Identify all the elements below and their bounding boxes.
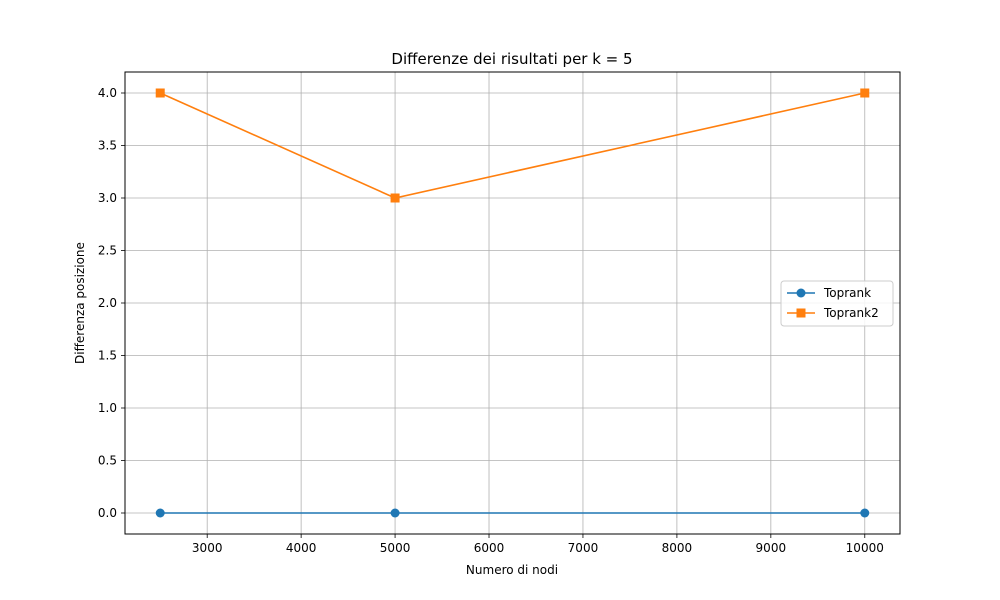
- y-tick-label: 3.0: [98, 191, 117, 205]
- data-point: [390, 508, 400, 518]
- x-tick-label: 4000: [286, 541, 317, 555]
- legend-item: Toprank2: [787, 306, 879, 320]
- y-tick-label: 0.0: [98, 506, 117, 520]
- chart-title: Differenze dei risultati per k = 5: [391, 50, 632, 68]
- x-tick-label: 6000: [474, 541, 505, 555]
- x-tick-label: 3000: [192, 541, 223, 555]
- legend: Toprank Toprank2: [780, 280, 894, 327]
- legend-label: Toprank: [823, 286, 871, 300]
- y-tick-label: 2.0: [98, 296, 117, 310]
- data-point: [860, 88, 870, 98]
- data-point: [860, 508, 870, 518]
- x-tick-label: 9000: [756, 541, 787, 555]
- series-toprank2: [155, 88, 870, 203]
- y-tick-label: 1.5: [98, 349, 117, 363]
- data-point: [390, 193, 400, 203]
- y-axis-label: Differenza posizione: [73, 242, 87, 364]
- legend-item: Toprank: [787, 286, 871, 300]
- y-tick-label: 1.0: [98, 401, 117, 415]
- y-tick-label: 3.5: [98, 139, 117, 153]
- y-axis-ticks: 0.0 0.5 1.0 1.5 2.0 2.5 3.0 3.5 4.0: [98, 86, 125, 520]
- series-layer: [155, 88, 870, 518]
- data-point: [155, 508, 165, 518]
- series-toprank: [155, 508, 870, 518]
- legend-label: Toprank2: [823, 306, 879, 320]
- y-tick-label: 0.5: [98, 454, 117, 468]
- x-axis-ticks: 3000 4000 5000 6000 7000 8000 9000 10000: [192, 534, 884, 555]
- x-tick-label: 7000: [568, 541, 599, 555]
- legend-marker: [796, 308, 806, 318]
- data-point: [155, 88, 165, 98]
- x-axis-label: Numero di nodi: [466, 563, 558, 577]
- x-tick-label: 5000: [380, 541, 411, 555]
- x-tick-label: 10000: [846, 541, 884, 555]
- legend-marker: [796, 288, 806, 298]
- y-tick-label: 2.5: [98, 244, 117, 258]
- x-tick-label: 8000: [662, 541, 693, 555]
- y-tick-label: 4.0: [98, 86, 117, 100]
